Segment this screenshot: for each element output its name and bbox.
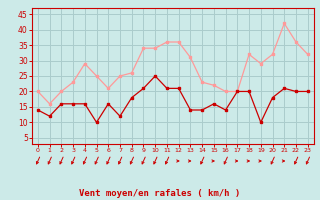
Text: Vent moyen/en rafales ( km/h ): Vent moyen/en rafales ( km/h ): [79, 189, 241, 198]
